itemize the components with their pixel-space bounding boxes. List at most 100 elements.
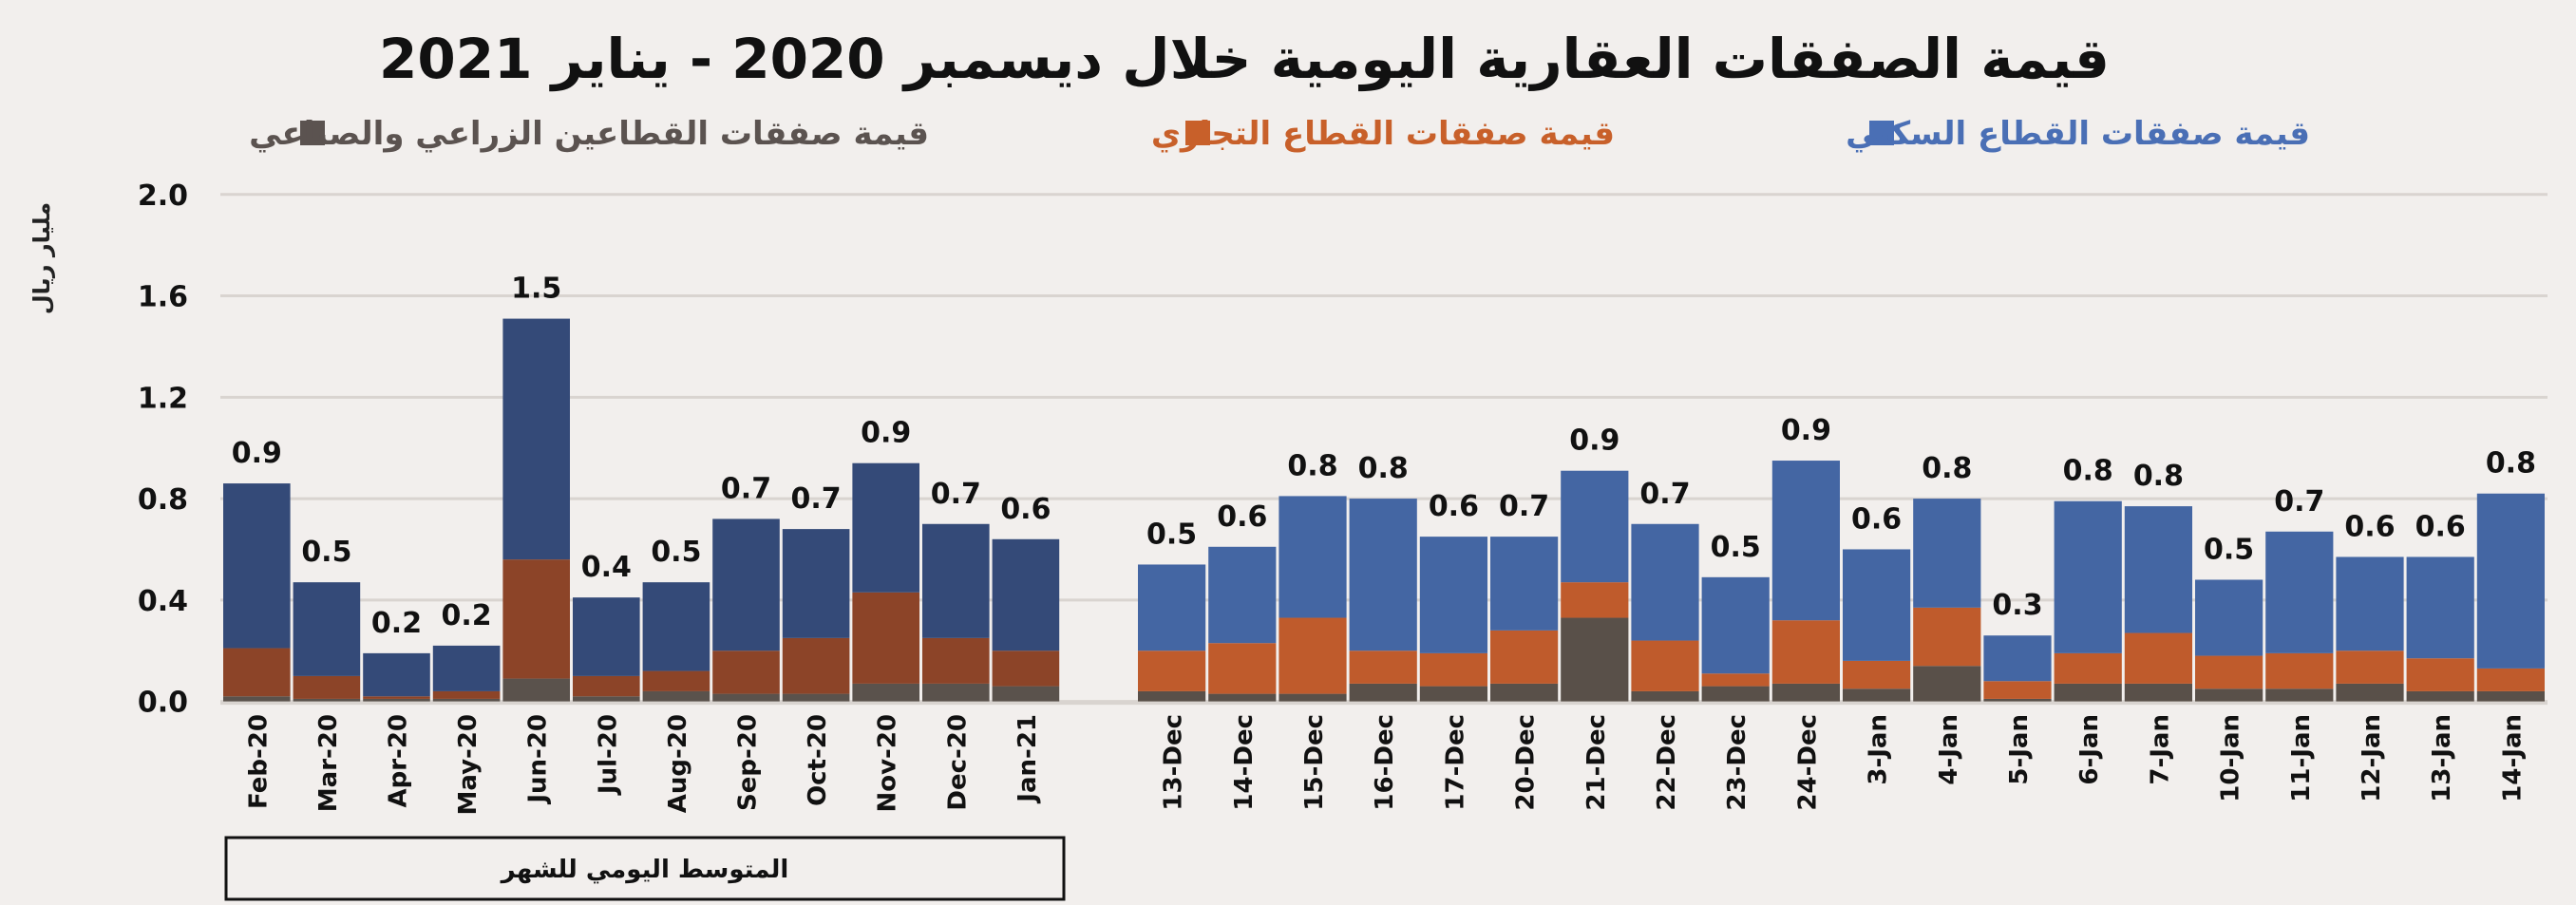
bar-segment-commercial <box>852 592 919 684</box>
x-tick-label: 14-Jan <box>2498 714 2527 802</box>
bar-segment-residential <box>712 518 780 651</box>
bars: 0.9 0.5 0.2 0.2 1.5 0.4 0.5 0.7 0.7 0.9 0.7 0.6 0.5 0… <box>223 273 2545 702</box>
bar-segment-agri_industrial <box>2476 690 2545 702</box>
x-tick-label: 16-Dec <box>1371 714 1399 811</box>
bar-segment-residential <box>1279 496 1347 618</box>
bar-segment-commercial <box>363 696 430 699</box>
x-tick-label: Apr-20 <box>385 714 413 808</box>
bar-segment-residential <box>2336 556 2404 651</box>
y-tick-label: 0.8 <box>138 483 188 517</box>
data-label: 0.6 <box>1217 500 1267 534</box>
bar-segment-residential <box>1631 523 1699 641</box>
bar-segment-residential <box>1349 499 1417 651</box>
bar-segment-commercial <box>2195 655 2263 689</box>
bar-segment-residential <box>1843 549 1911 661</box>
bar-segment-commercial <box>922 637 990 684</box>
bar-stack-Feb-20: 0.9 <box>223 437 291 702</box>
bar-segment-commercial <box>502 559 570 679</box>
bar-segment-residential <box>502 318 570 560</box>
bar-segment-commercial <box>573 675 640 697</box>
x-tick-label: Aug-20 <box>664 714 692 813</box>
legend-label-commercial: قيمة صفقات القطاع التجاري <box>1151 115 1615 153</box>
y-tick-label: 0.4 <box>138 585 188 618</box>
data-label: 0.6 <box>2415 510 2466 543</box>
bar-segment-agri_industrial <box>1561 617 1629 702</box>
data-label: 0.7 <box>791 482 842 516</box>
x-tick-label: Sep-20 <box>734 714 763 811</box>
data-label: 0.8 <box>1922 452 1972 485</box>
data-label: 0.8 <box>1287 449 1337 482</box>
x-tick-label: 3-Jan <box>1865 714 1893 785</box>
bar-segment-commercial <box>293 675 361 699</box>
bar-stack-6-Jan: 0.8 <box>2054 455 2122 702</box>
bar-segment-commercial <box>2124 632 2192 684</box>
x-tick-label: 15-Dec <box>1300 714 1329 811</box>
legend-swatch-commercial <box>1185 121 1210 145</box>
bar-stack-7-Jan: 0.8 <box>2124 460 2192 702</box>
data-label: 0.5 <box>1146 518 1197 551</box>
bar-stack-Oct-20: 0.7 <box>782 482 850 702</box>
y-axis-label: مليار ريال <box>28 202 55 314</box>
bar-segment-agri_industrial <box>1983 698 2052 702</box>
bar-segment-agri_industrial <box>293 698 361 702</box>
x-axis-labels: Feb-20 Mar-20 Apr-20 May-20 Jun-20 Jul-20 Aug-… <box>244 714 2527 816</box>
bar-segment-residential <box>2476 493 2545 669</box>
legend-swatch-agri-industrial <box>300 121 325 145</box>
x-tick-label: Oct-20 <box>804 714 832 806</box>
bar-stack-May-20: 0.2 <box>432 599 501 702</box>
bar-segment-agri_industrial <box>1279 693 1347 702</box>
x-tick-label: Feb-20 <box>244 714 273 809</box>
x-tick-label: 13-Dec <box>1160 714 1188 811</box>
x-tick-label: 20-Dec <box>1512 714 1541 811</box>
bar-stack-21-Dec: 0.9 <box>1561 424 1629 702</box>
bar-segment-commercial <box>1279 617 1347 694</box>
data-label: 0.2 <box>371 607 422 640</box>
bar-segment-commercial <box>1138 650 1206 691</box>
bar-segment-commercial <box>1208 643 1277 694</box>
bar-segment-agri_industrial <box>2124 683 2192 702</box>
bar-stack-12-Jan: 0.6 <box>2336 510 2404 702</box>
bar-stack-3-Jan: 0.6 <box>1843 502 1911 702</box>
y-tick-label: 1.6 <box>138 281 188 314</box>
bar-segment-agri_industrial <box>502 678 570 702</box>
legend-label-residential: قيمة صفقات القطاع السكني <box>1846 115 2310 153</box>
x-tick-label: 6-Jan <box>2075 714 2104 785</box>
bar-stack-Jan-21: 0.6 <box>992 493 1060 702</box>
data-label: 0.4 <box>581 551 632 584</box>
bar-stack-11-Jan: 0.7 <box>2265 485 2334 702</box>
bar-segment-residential <box>573 597 640 676</box>
data-label: 0.7 <box>1499 490 1549 523</box>
bar-segment-agri_industrial <box>922 683 990 702</box>
bar-segment-residential <box>2265 531 2334 653</box>
data-label: 0.5 <box>1711 531 1761 564</box>
bar-stack-13-Jan: 0.6 <box>2406 510 2474 702</box>
bar-segment-residential <box>1419 537 1487 653</box>
bar-segment-residential <box>2124 506 2192 633</box>
x-tick-label: 4-Jan <box>1935 714 1963 785</box>
y-axis-ticks: 0.0 0.4 0.8 1.2 1.6 2.0 <box>138 179 188 720</box>
x-tick-label: 17-Dec <box>1441 714 1469 811</box>
bar-segment-commercial <box>1490 630 1559 684</box>
bar-stack-4-Jan: 0.8 <box>1913 452 1981 702</box>
bar-segment-commercial <box>1771 620 1840 684</box>
x-tick-label: 11-Jan <box>2287 714 2316 802</box>
bar-segment-agri_industrial <box>1490 683 1559 702</box>
bar-stack-15-Dec: 0.8 <box>1279 449 1347 702</box>
data-label: 0.5 <box>651 536 701 569</box>
bar-segment-residential <box>2195 579 2263 656</box>
data-label: 0.9 <box>1781 414 1831 447</box>
bar-segment-residential <box>852 462 919 593</box>
x-tick-label: 24-Dec <box>1793 714 1822 811</box>
bar-segment-residential <box>1913 499 1981 608</box>
bar-segment-commercial <box>1913 607 1981 667</box>
bar-stack-20-Dec: 0.7 <box>1490 490 1559 702</box>
bar-segment-residential <box>642 582 710 671</box>
x-tick-label: May-20 <box>454 714 483 816</box>
bar-segment-agri_industrial <box>2406 690 2474 702</box>
bar-segment-residential <box>1983 635 2052 682</box>
monthly-average-caption: المتوسط اليومي للشهر <box>500 856 789 884</box>
bar-segment-agri_industrial <box>2195 688 2263 702</box>
y-tick-label: 1.2 <box>138 382 188 415</box>
bar-segment-agri_industrial <box>2336 683 2404 702</box>
